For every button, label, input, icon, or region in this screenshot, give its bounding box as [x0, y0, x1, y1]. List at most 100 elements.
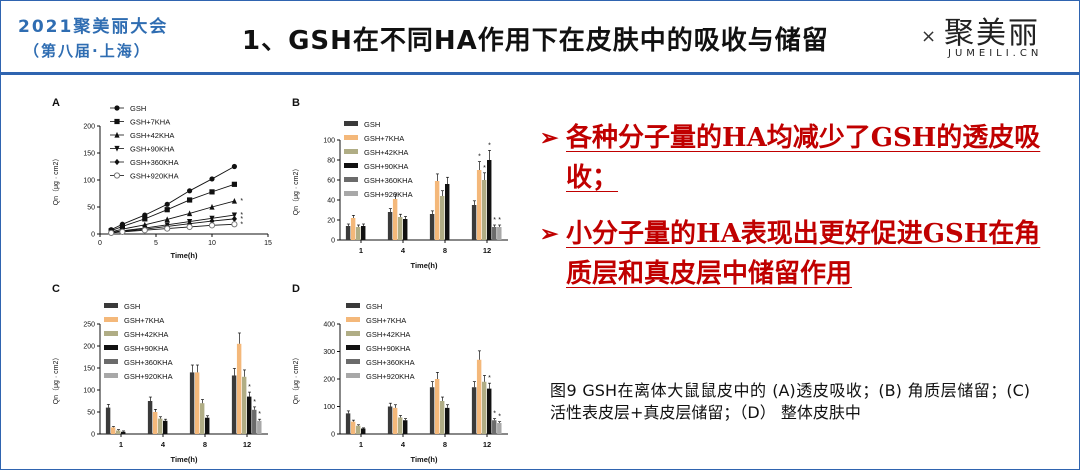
- finding-1: ➢ 各种分子量的HA均减少了GSH的透皮吸收；: [540, 118, 1060, 198]
- y-tick-label: 150: [83, 366, 95, 373]
- legend-label: GSH+360KHA: [366, 358, 415, 367]
- bar: [257, 420, 262, 434]
- panel-letter: D: [292, 283, 300, 295]
- x-tick-label: 1: [359, 440, 363, 449]
- finding-1-text: 各种分子量的HA均减少了GSH的透皮吸收；: [566, 123, 1041, 193]
- bar: [147, 401, 153, 434]
- legend-label: GSH+90KHA: [124, 344, 168, 353]
- data-point: [231, 197, 237, 204]
- bar: [252, 409, 257, 434]
- significance-mark: *: [240, 198, 243, 205]
- slide-header: 2021聚美丽大会 （第八届·上海） 1、GSH在不同HA作用下在皮肤中的吸收与…: [0, 0, 1080, 75]
- data-point: [142, 216, 148, 222]
- data-point: [119, 228, 126, 235]
- x-axis-label: Time(h): [171, 251, 198, 260]
- key-findings: ➢ 各种分子量的HA均减少了GSH的透皮吸收； ➢ 小分子量的HA表现出更好促进…: [540, 118, 1060, 294]
- x-tick-label: 8: [443, 440, 447, 449]
- x-tick-label: 8: [443, 246, 447, 255]
- legend-swatch: [344, 191, 358, 196]
- x-tick-label: 1: [119, 440, 123, 449]
- y-tick-label: 20: [327, 218, 335, 225]
- y-tick-label: 200: [323, 377, 335, 384]
- legend-label: GSH+90KHA: [130, 145, 174, 154]
- data-point: [231, 215, 237, 222]
- data-point: [108, 229, 115, 237]
- significance-mark: *: [240, 212, 243, 219]
- y-tick-label: 0: [91, 432, 95, 439]
- legend-label: GSH+42KHA: [124, 330, 168, 339]
- panel-letter: B: [292, 97, 300, 109]
- significance-mark: *: [483, 165, 486, 172]
- figure-caption: 图9 GSH在离体大鼠鼠皮中的 (A)透皮吸收；(B) 角质层储留；(C)活性表…: [550, 381, 1030, 422]
- chart-panel-c: C 0 50 100 150 200 250 Qn（μg · cm2） 1 4 8 12 Time(h)…: [52, 283, 268, 464]
- bar: [434, 379, 440, 434]
- data-point: [231, 181, 237, 187]
- bar: [392, 407, 398, 434]
- legend-label: GSH: [366, 302, 382, 311]
- legend-label: GSH+920KHA: [366, 372, 415, 381]
- legend-label: GSH+920KHA: [130, 172, 179, 181]
- significance-mark: *: [248, 384, 251, 391]
- significance-mark: *: [478, 154, 481, 161]
- bar: [497, 423, 502, 434]
- bar: [194, 372, 200, 434]
- bar: [397, 217, 403, 240]
- x-tick-label: 0: [98, 240, 102, 247]
- x-tick-label: 12: [243, 440, 251, 449]
- cross-mark: ×: [921, 26, 937, 47]
- legend-marker: [114, 118, 120, 125]
- x-tick-label: 4: [401, 440, 406, 449]
- significance-mark: *: [498, 217, 501, 224]
- bar: [429, 214, 435, 240]
- bar: [445, 407, 450, 434]
- x-tick-label: 4: [401, 246, 406, 255]
- bar: [497, 227, 502, 240]
- bar: [105, 407, 111, 434]
- bar: [476, 170, 482, 240]
- legend-label: GSH+42KHA: [366, 330, 410, 339]
- legend-label: GSH+7KHA: [364, 134, 404, 143]
- y-tick-label: 80: [327, 158, 335, 165]
- significance-mark: *: [493, 217, 496, 224]
- legend-swatch: [344, 121, 358, 126]
- data-point: [141, 227, 148, 234]
- x-tick-label: 4: [161, 440, 166, 449]
- bar: [445, 184, 450, 240]
- bar: [350, 421, 356, 434]
- data-point: [164, 225, 171, 232]
- bar: [110, 427, 116, 434]
- bar: [355, 425, 361, 434]
- event-subtitle: （第八届·上海）: [24, 42, 151, 60]
- legend-swatch: [104, 345, 118, 350]
- bar: [231, 375, 237, 434]
- x-tick-label: 10: [208, 240, 216, 247]
- bar: [387, 406, 393, 434]
- legend-marker: [114, 145, 120, 152]
- legend-label: GSH: [130, 104, 146, 113]
- bar: [471, 205, 477, 240]
- bar: [397, 417, 403, 434]
- legend-swatch: [344, 163, 358, 168]
- legend-swatch: [344, 135, 358, 140]
- y-tick-label: 400: [323, 322, 335, 329]
- bar: [487, 388, 492, 434]
- x-axis-label: Time(h): [411, 455, 438, 464]
- legend-swatch: [104, 331, 118, 336]
- legend-label: GSH+90KHA: [366, 344, 410, 353]
- legend-marker: [114, 158, 120, 166]
- y-axis-label: Qn（μg · cm2）: [292, 354, 300, 405]
- legend-swatch: [104, 317, 118, 322]
- y-tick-label: 200: [83, 124, 95, 131]
- y-tick-label: 0: [331, 432, 335, 439]
- bar: [361, 226, 366, 240]
- legend-swatch: [346, 345, 360, 350]
- legend-swatch: [346, 317, 360, 322]
- data-point: [209, 203, 215, 210]
- y-tick-label: 0: [331, 238, 335, 245]
- legend-marker: [113, 172, 121, 179]
- legend-label: GSH+7KHA: [124, 316, 164, 325]
- y-tick-label: 100: [83, 388, 95, 395]
